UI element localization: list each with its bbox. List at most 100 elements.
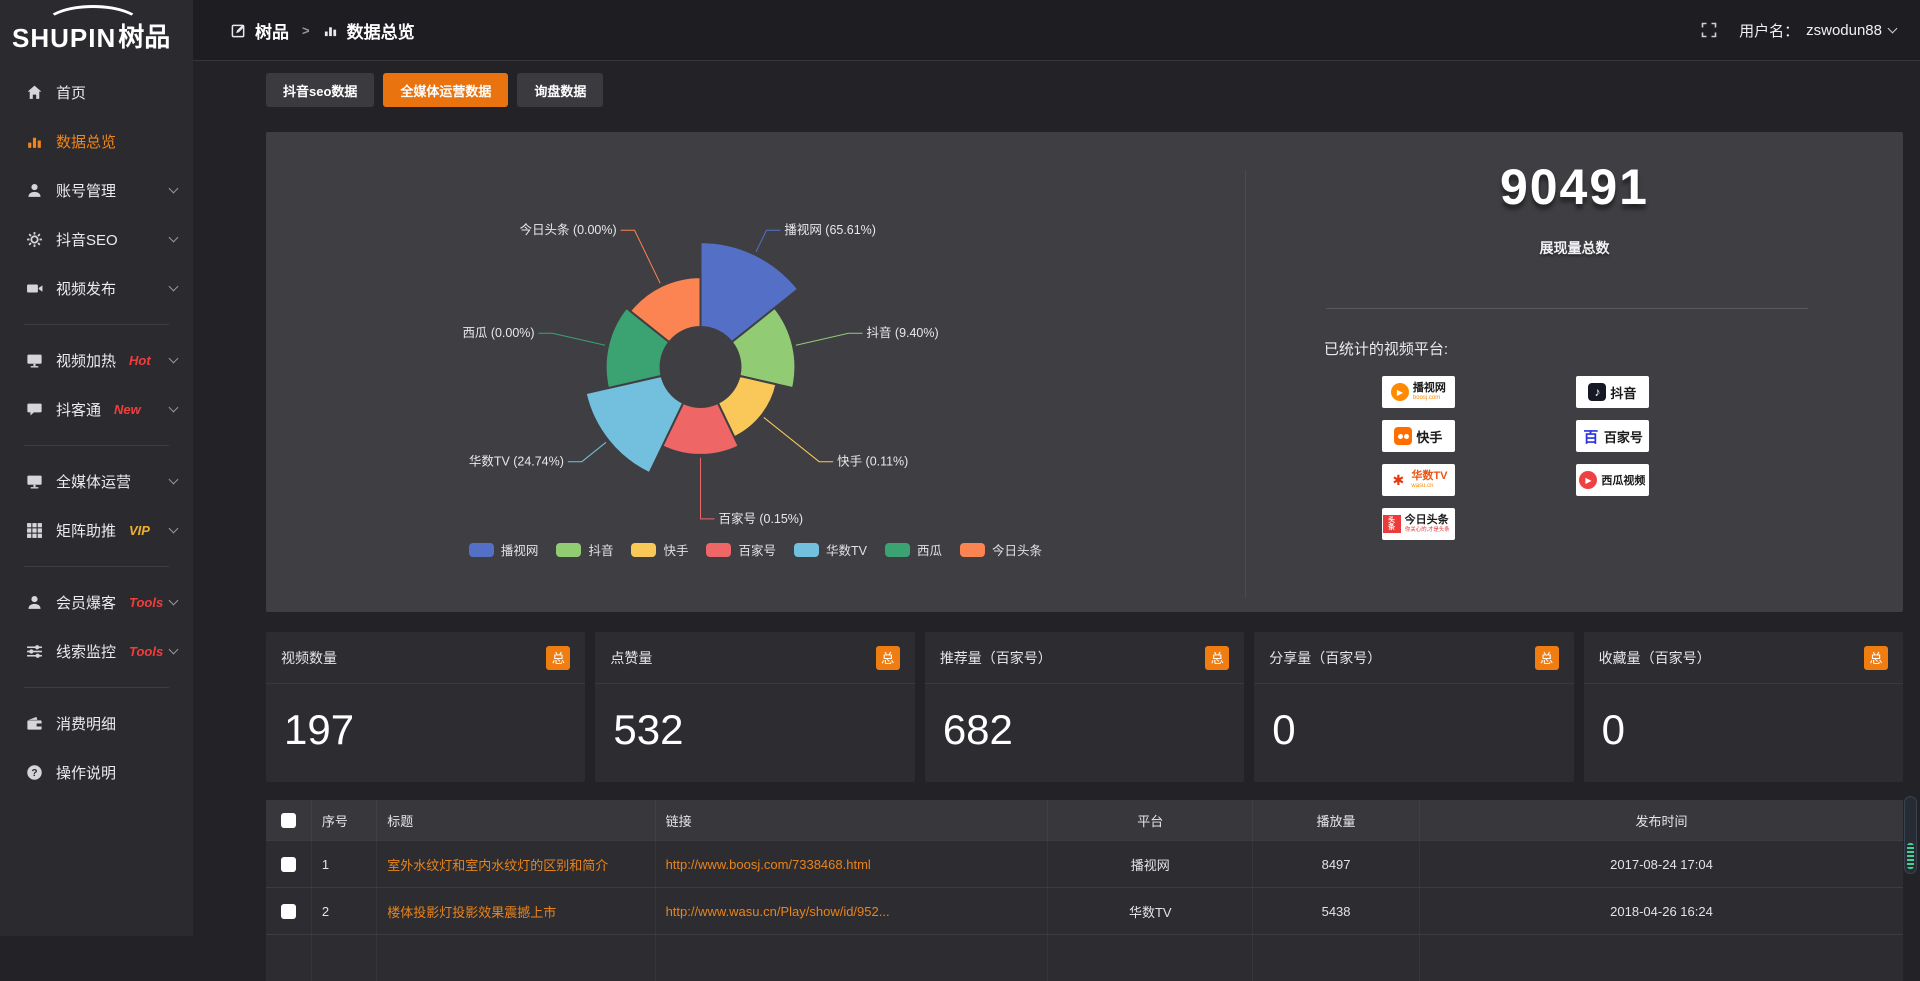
chevron-down-icon bbox=[168, 183, 179, 194]
monitor-icon bbox=[26, 473, 43, 490]
baijiahao-logo-icon: 百 bbox=[1583, 428, 1599, 446]
legend-item-3[interactable]: 百家号 bbox=[706, 540, 776, 559]
main-content: 抖音seo数据 全媒体运营数据 询盘数据 播视网 (65.61%) 抖音 (9.40%… bbox=[193, 61, 1920, 981]
username-value: zswodun88 bbox=[1806, 21, 1882, 39]
legend-item-2[interactable]: 快手 bbox=[631, 540, 688, 559]
stat-card-value: 0 bbox=[1272, 706, 1296, 753]
impressions-total: 90491 bbox=[1499, 159, 1649, 215]
kuaishou-logo-icon bbox=[1394, 427, 1413, 445]
sidebar-divider bbox=[24, 687, 169, 688]
floating-scrollbar-widget[interactable] bbox=[1904, 796, 1917, 874]
pie-label: 今日头条 (0.00%) bbox=[520, 222, 617, 237]
stat-card-value: 197 bbox=[284, 706, 355, 753]
douyin-logo-icon: ♪ bbox=[1588, 383, 1607, 401]
legend-item-6[interactable]: 今日头条 bbox=[959, 540, 1042, 559]
pie-slice-3[interactable] bbox=[661, 401, 741, 456]
table-row: 1 室外水纹灯和室内水纹灯的区别和简介 http://www.boosj.com/7… bbox=[266, 840, 1903, 887]
sidebar-item-clue-monitor[interactable]: 线索监控 Tools bbox=[0, 627, 193, 676]
bar-chart-icon bbox=[26, 133, 43, 150]
bar-chart-icon bbox=[323, 23, 338, 38]
pie-label: 西瓜 (0.00%) bbox=[462, 326, 534, 340]
breadcrumb-root[interactable]: 树品 bbox=[255, 22, 289, 42]
row-checkbox[interactable] bbox=[280, 903, 296, 919]
legend-label: 播视网 bbox=[500, 544, 539, 558]
legend-item-5[interactable]: 西瓜 bbox=[884, 540, 942, 559]
total-badge: 总 bbox=[1205, 645, 1230, 670]
stat-card-share-count: 分享量（百家号） 总 0 bbox=[1254, 632, 1574, 782]
pie-slice-1[interactable] bbox=[730, 306, 797, 390]
legend-label: 快手 bbox=[663, 544, 689, 558]
sidebar-item-tag: New bbox=[114, 402, 141, 417]
legend-item-1[interactable]: 抖音 bbox=[556, 540, 613, 559]
cell-title-link[interactable]: 室外水纹灯和室内水纹灯的区别和简介 bbox=[377, 841, 656, 887]
tab-douyin-seo-data[interactable]: 抖音seo数据 bbox=[266, 73, 375, 107]
chevron-down-icon bbox=[168, 232, 179, 243]
chevron-down-icon bbox=[1887, 23, 1898, 34]
sidebar-item-matrix-boost[interactable]: 矩阵助推 VIP bbox=[0, 506, 193, 555]
pie-label: 抖音 (9.40%) bbox=[867, 325, 939, 340]
sidebar-item-douyin-seo[interactable]: 抖音SEO bbox=[0, 215, 193, 264]
sidebar-item-label: 账号管理 bbox=[56, 183, 117, 200]
legend-chip bbox=[959, 542, 985, 557]
platform-badge-boosj: ▶ 播视网 boosj.com bbox=[1381, 376, 1455, 408]
legend-item-4[interactable]: 华数TV bbox=[793, 540, 867, 559]
sidebar-item-label: 会员爆客 bbox=[56, 595, 117, 612]
sidebar-item-video-publish[interactable]: 视频发布 bbox=[0, 264, 193, 313]
sidebar-item-data-overview[interactable]: 数据总览 bbox=[0, 117, 193, 166]
stat-card-value: 0 bbox=[1601, 706, 1625, 753]
cell-time: 2018-04-26 16:24 bbox=[1610, 903, 1713, 919]
gear-icon bbox=[26, 231, 43, 248]
chevron-down-icon bbox=[168, 523, 179, 534]
edit-square-icon bbox=[231, 23, 246, 38]
legend-chip bbox=[706, 542, 732, 557]
column-header-time: 发布时间 bbox=[1635, 813, 1688, 829]
svg-text:?: ? bbox=[31, 768, 37, 779]
cell-num: 1 bbox=[312, 841, 378, 887]
cell-title-link[interactable] bbox=[377, 935, 656, 981]
sidebar-item-douketong[interactable]: 抖客通 New bbox=[0, 385, 193, 434]
monitor-play-icon bbox=[26, 352, 43, 369]
sidebar-item-operation-guide[interactable]: ? 操作说明 bbox=[0, 748, 193, 797]
sidebar-item-consume-detail[interactable]: 消费明细 bbox=[0, 699, 193, 748]
pie-slice-6[interactable] bbox=[628, 276, 702, 344]
sidebar-item-label: 消费明细 bbox=[56, 716, 117, 733]
cell-url-link[interactable] bbox=[656, 935, 1049, 981]
legend-chip bbox=[793, 542, 819, 557]
legend-chip bbox=[556, 542, 582, 557]
pie-slice-5[interactable] bbox=[604, 306, 671, 390]
home-icon bbox=[26, 84, 43, 101]
xigua-logo-icon: ▶ bbox=[1579, 471, 1598, 489]
boosj-logo-icon: ▶ bbox=[1390, 383, 1409, 401]
sidebar-item-video-heat[interactable]: 视频加热 Hot bbox=[0, 336, 193, 385]
sidebar-item-label: 数据总览 bbox=[56, 134, 117, 151]
select-all-checkbox[interactable] bbox=[280, 812, 296, 828]
sidebar-item-all-media-operation[interactable]: 全媒体运营 bbox=[0, 457, 193, 506]
row-checkbox[interactable] bbox=[280, 856, 296, 872]
pie-slice-0[interactable] bbox=[699, 241, 800, 344]
legend-label: 抖音 bbox=[588, 544, 614, 558]
cell-url-link[interactable]: http://www.wasu.cn/Play/show/id/952... bbox=[656, 888, 1049, 934]
sidebar-item-member-baoke[interactable]: 会员爆客 Tools bbox=[0, 578, 193, 627]
platform-badges: ▶ 播视网 boosj.com ♪ 抖音 快手 百百家号 ✱ 华数TV wasu.cn ▶ 西瓜视频头… bbox=[1381, 376, 1649, 540]
user-star-icon bbox=[26, 594, 43, 611]
cell-url-link[interactable]: http://www.boosj.com/7338468.html bbox=[656, 841, 1049, 887]
summary-divider bbox=[1325, 308, 1808, 309]
legend-item-0[interactable]: 播视网 bbox=[468, 540, 539, 559]
total-badge: 总 bbox=[546, 645, 571, 670]
pie-slice-2[interactable] bbox=[716, 374, 778, 439]
pie-slice-4[interactable] bbox=[584, 374, 685, 475]
sidebar-item-home[interactable]: 首页 bbox=[0, 68, 193, 117]
stat-card-like-count: 点赞量 总 532 bbox=[595, 632, 915, 782]
user-menu[interactable]: 用户名： zswodun88 bbox=[1739, 20, 1898, 41]
app-logo: SHUPIN 树品 bbox=[0, 0, 193, 58]
cell-title-link[interactable]: 楼体投影灯投影效果震撼上市 bbox=[377, 888, 656, 934]
tab-all-media-operation-data[interactable]: 全媒体运营数据 bbox=[383, 73, 509, 107]
column-header-platform: 平台 bbox=[1048, 800, 1254, 840]
sidebar-item-account-management[interactable]: 账号管理 bbox=[0, 166, 193, 215]
video-icon bbox=[26, 280, 43, 297]
tab-inquiry-data[interactable]: 询盘数据 bbox=[517, 73, 604, 107]
cell-platform: 播视网 bbox=[1048, 841, 1254, 887]
chevron-down-icon bbox=[168, 281, 179, 292]
fullscreen-button[interactable] bbox=[1701, 22, 1717, 38]
pie-label: 百家号 (0.15%) bbox=[719, 511, 804, 526]
